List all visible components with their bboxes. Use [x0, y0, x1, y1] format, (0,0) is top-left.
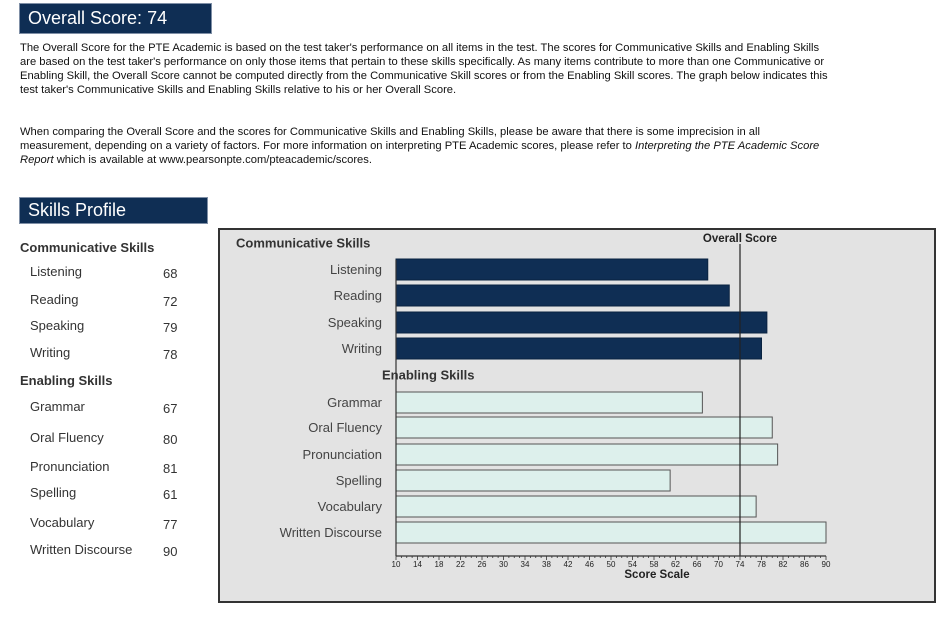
score-row-label: Pronunciation — [30, 459, 110, 474]
chart-category-label: Vocabulary — [318, 499, 383, 514]
score-row-label: Written Discourse — [30, 542, 133, 557]
score-row-speaking: Speaking 79 — [30, 318, 190, 336]
score-row-label: Reading — [30, 292, 79, 307]
communicative-skills-heading: Communicative Skills — [20, 240, 155, 255]
intro-paragraph-2: When comparing the Overall Score and the… — [20, 125, 830, 167]
chart-x-axis-title: Score Scale — [624, 569, 689, 581]
chart-x-tick-label: 78 — [757, 560, 766, 569]
score-row-grammar: Grammar 67 — [30, 399, 190, 417]
overall-score-value: 74 — [147, 8, 168, 28]
score-row-listening: Listening 68 — [30, 264, 190, 282]
chart-x-tick-label: 42 — [564, 560, 573, 569]
chart-category-label: Spelling — [336, 473, 382, 488]
chart-x-tick-label: 26 — [478, 560, 487, 569]
chart-bar — [395, 258, 709, 281]
chart-category-label: Speaking — [328, 315, 382, 330]
chart-bar — [395, 521, 827, 544]
chart-group-heading: Enabling Skills — [382, 367, 474, 382]
chart-category-label: Written Discourse — [280, 525, 382, 540]
chart-x-tick-label: 70 — [714, 560, 723, 569]
chart-bar — [395, 311, 768, 334]
report-guide-title: Interpreting the PTE Academic Score Repo… — [20, 140, 820, 166]
chart-x-tick-label: 30 — [499, 560, 508, 569]
score-row-label: Oral Fluency — [30, 430, 104, 445]
chart-x-tick-label: 90 — [822, 560, 831, 569]
score-row-value: 72 — [163, 294, 178, 309]
chart-group-heading: Communicative Skills — [236, 235, 370, 250]
score-row-label: Speaking — [30, 318, 85, 333]
chart-x-tick-label: 66 — [693, 560, 702, 569]
chart-bar — [395, 443, 779, 466]
skills-profile-header: Skills Profile — [19, 197, 208, 224]
score-row-value: 80 — [163, 432, 178, 447]
score-row-value: 77 — [163, 517, 178, 532]
enabling-skills-heading: Enabling Skills — [20, 373, 113, 388]
score-row-oral-fluency: Oral Fluency 80 — [30, 430, 190, 448]
score-row-value: 81 — [163, 461, 178, 476]
chart-x-tick-label: 22 — [456, 560, 465, 569]
overall-score-header: Overall Score: 74 — [19, 3, 212, 34]
chart-category-label: Pronunciation — [303, 447, 383, 462]
chart-x-tick-label: 74 — [736, 560, 745, 569]
chart-x-tick-label: 62 — [671, 560, 680, 569]
chart-bar — [395, 469, 671, 492]
score-row-label: Listening — [30, 264, 83, 279]
score-row-spelling: Spelling 61 — [30, 485, 190, 503]
chart-x-tick-label: 54 — [628, 560, 637, 569]
chart-category-label: Listening — [330, 262, 382, 277]
chart-bar — [395, 391, 703, 414]
chart-x-tick-label: 38 — [542, 560, 551, 569]
chart-x-tick-label: 82 — [779, 560, 788, 569]
skills-chart-panel: Communicative Skills Listening Reading Spea… — [218, 228, 936, 603]
overall-score-reference-label: Overall Score — [703, 233, 777, 245]
score-row-written-discourse: Written Discourse 90 — [30, 542, 190, 560]
chart-x-tick-label: 14 — [413, 560, 422, 569]
intro-paragraph-2-end: which is available at www.pearsonpte.com… — [53, 154, 372, 166]
score-row-label: Vocabulary — [30, 515, 95, 530]
score-row-value: 68 — [163, 266, 178, 281]
intro-paragraph-2-start: When comparing the Overall Score and the… — [20, 126, 760, 152]
chart-bar — [395, 495, 757, 518]
chart-x-tick-label: 10 — [392, 560, 401, 569]
score-row-label: Spelling — [30, 485, 77, 500]
score-row-pronunciation: Pronunciation 81 — [30, 459, 190, 477]
chart-x-tick-label: 46 — [585, 560, 594, 569]
chart-bar — [395, 416, 773, 439]
score-row-reading: Reading 72 — [30, 292, 190, 310]
score-row-writing: Writing 78 — [30, 345, 190, 363]
score-row-label: Grammar — [30, 399, 85, 414]
chart-bar — [395, 284, 730, 307]
score-row-value: 61 — [163, 487, 178, 502]
skills-bar-chart: Communicative Skills Listening Reading Spea… — [236, 233, 831, 581]
score-row-value: 67 — [163, 401, 178, 416]
overall-score-label: Overall Score: — [28, 8, 143, 28]
chart-category-label: Reading — [334, 288, 382, 303]
chart-bar — [395, 337, 762, 360]
chart-x-tick-label: 58 — [650, 560, 659, 569]
chart-x-tick-label: 18 — [435, 560, 444, 569]
chart-x-tick-label: 34 — [521, 560, 530, 569]
score-row-value: 90 — [163, 544, 178, 559]
chart-x-tick-label: 86 — [800, 560, 809, 569]
score-row-label: Writing — [30, 345, 71, 360]
chart-category-label: Writing — [342, 341, 382, 356]
chart-x-tick-label: 50 — [607, 560, 616, 569]
intro-paragraph-1: The Overall Score for the PTE Academic i… — [20, 42, 828, 96]
score-row-value: 78 — [163, 347, 178, 362]
score-row-value: 79 — [163, 320, 178, 335]
chart-category-label: Oral Fluency — [308, 420, 382, 435]
score-row-vocabulary: Vocabulary 77 — [30, 515, 190, 533]
chart-category-label: Grammar — [327, 395, 383, 410]
